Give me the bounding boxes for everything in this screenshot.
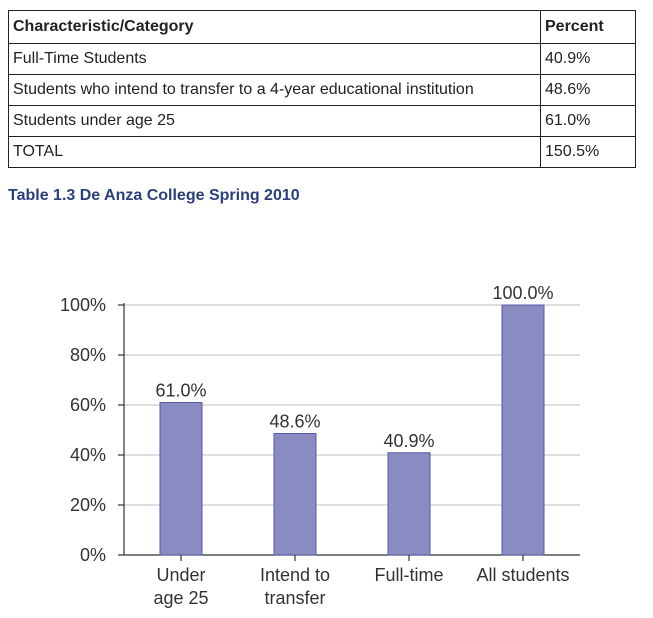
x-tick-label: All students xyxy=(476,565,569,585)
table-cell-category: TOTAL xyxy=(8,136,541,168)
header-percent: Percent xyxy=(540,10,636,44)
y-tick-label: 0% xyxy=(80,545,106,565)
bar xyxy=(273,433,317,556)
x-tick-label: Intend to transfer xyxy=(260,565,330,608)
table-header-row: Characteristic/Category Percent xyxy=(8,10,636,44)
data-table: Characteristic/Category Percent Full-Tim… xyxy=(8,10,636,168)
table-row: TOTAL 150.5% xyxy=(8,136,636,168)
y-tick-label: 100% xyxy=(60,295,106,315)
y-tick-label: 80% xyxy=(70,345,106,365)
table-cell-percent: 40.9% xyxy=(540,43,636,75)
table-row: Students under age 25 61.0% xyxy=(8,105,636,137)
bar xyxy=(387,452,431,556)
y-tick-label: 60% xyxy=(70,395,106,415)
table-row: Full-Time Students 40.9% xyxy=(8,43,636,75)
data-label: 61.0% xyxy=(155,381,206,401)
table-cell-percent: 61.0% xyxy=(540,105,636,137)
table-row: Students who intend to transfer to a 4-y… xyxy=(8,74,636,106)
y-tick-label: 20% xyxy=(70,495,106,515)
table-cell-percent: 48.6% xyxy=(540,74,636,106)
table-cell-category: Students who intend to transfer to a 4-y… xyxy=(8,74,541,106)
bar xyxy=(501,304,545,556)
table-caption: Table 1.3 De Anza College Spring 2010 xyxy=(8,187,300,204)
table-cell-category: Students under age 25 xyxy=(8,105,541,137)
header-category: Characteristic/Category xyxy=(8,10,541,44)
table-cell-category: Full-Time Students xyxy=(8,43,541,75)
data-label: 48.6% xyxy=(269,412,320,432)
y-tick-label: 40% xyxy=(70,445,106,465)
x-tick-label: Full-time xyxy=(374,565,443,585)
bar-chart: 0% 20% 40% 60% 80% 100% 61.0% Under age 25 48.6% I… xyxy=(60,283,580,608)
data-label: 100.0% xyxy=(492,283,553,303)
table-cell-percent: 150.5% xyxy=(540,136,636,168)
data-label: 40.9% xyxy=(383,431,434,451)
x-tick-label: Under age 25 xyxy=(153,565,208,608)
bar xyxy=(159,402,203,556)
